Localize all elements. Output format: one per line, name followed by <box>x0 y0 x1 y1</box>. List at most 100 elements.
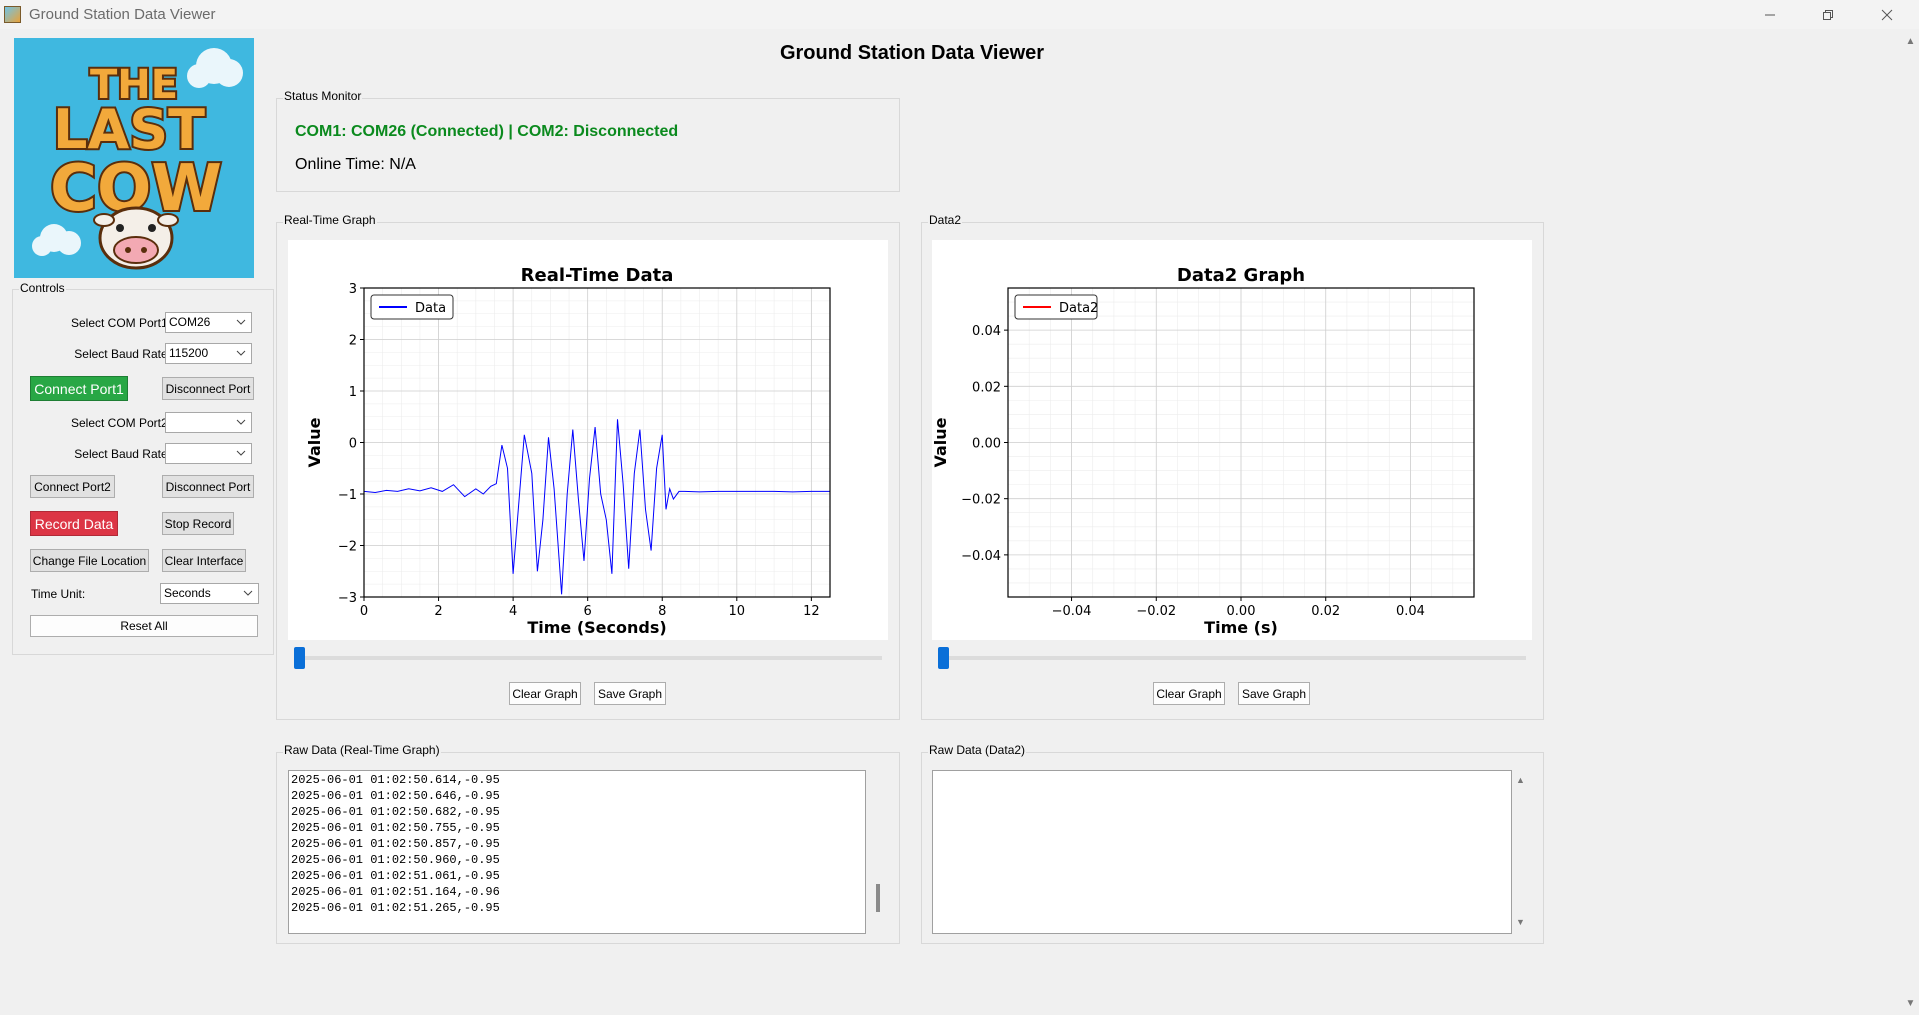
svg-text:LAST: LAST <box>53 98 205 161</box>
realtime-slider-track[interactable] <box>294 656 882 660</box>
raw-data-group <box>276 752 900 944</box>
realtime-graph-group <box>276 222 900 720</box>
plot-frame <box>1007 287 1475 598</box>
com-port1-value: COM26 <box>169 315 211 329</box>
time-unit-label: Time Unit: <box>31 587 86 601</box>
raw-data2-label: Raw Data (Data2) <box>928 743 1027 757</box>
legend-label: Data <box>415 301 446 316</box>
scroll-up-arrow-icon[interactable]: ▲ <box>1905 36 1916 47</box>
x-tick-label: 0.04 <box>1396 604 1425 619</box>
change-file-location-button[interactable]: Change File Location <box>30 549 149 572</box>
restore-icon <box>1823 9 1833 20</box>
disconnect-port1-button[interactable]: Disconnect Port <box>162 377 254 400</box>
window-scrollbar[interactable]: ▲ ▼ <box>1902 29 1919 1015</box>
status-monitor-group <box>276 98 900 192</box>
x-tick-label: 0.02 <box>1311 604 1340 619</box>
status-monitor-label: Status Monitor <box>283 89 363 103</box>
raw-data-textarea[interactable]: 2025-06-01 01:02:50.614,-0.95 2025-06-01 … <box>288 770 866 934</box>
raw-data-line: 2025-06-01 01:02:51.164,-0.96 <box>291 885 500 899</box>
scroll-down-arrow-icon[interactable]: ▼ <box>1905 998 1916 1009</box>
clear-graph2-button[interactable]: Clear Graph <box>1153 682 1225 705</box>
scroll-down-icon[interactable]: ▼ <box>1516 917 1525 927</box>
x-tick-label: 6 <box>584 604 592 619</box>
baud1-select[interactable]: 115200 <box>165 343 252 364</box>
legend-box <box>370 294 454 320</box>
baud2-select[interactable] <box>165 443 252 464</box>
minimize-icon <box>1765 14 1775 15</box>
raw-data-line: 2025-06-01 01:02:50.857,-0.95 <box>291 837 500 851</box>
x-axis-label: Time (Seconds) <box>527 618 666 637</box>
y-axis-label: Value <box>305 417 324 467</box>
grid <box>363 287 831 598</box>
scroll-up-icon[interactable]: ▲ <box>1516 775 1525 785</box>
raw-data2-group <box>921 752 1544 944</box>
x-tick-label: 12 <box>803 604 820 619</box>
raw-data-line: 2025-06-01 01:02:50.646,-0.95 <box>291 789 500 803</box>
raw-data-scroll-thumb[interactable] <box>876 884 880 912</box>
data2-slider-track[interactable] <box>938 656 1526 660</box>
y-tick-label: −2 <box>338 540 357 555</box>
y-tick-label: −1 <box>338 488 357 503</box>
connect-port2-button[interactable]: Connect Port2 <box>30 475 115 498</box>
com-port2-select[interactable] <box>165 412 252 433</box>
data2-graph-label: Data2 <box>928 213 963 227</box>
close-button[interactable] <box>1862 0 1912 29</box>
raw-data-line: 2025-06-01 01:02:50.614,-0.95 <box>291 773 500 787</box>
minimize-button[interactable] <box>1745 0 1795 29</box>
legend: Data <box>370 294 454 320</box>
realtime-graph-label: Real-Time Graph <box>283 213 377 227</box>
window-title: Ground Station Data Viewer <box>29 6 216 23</box>
clear-interface-button[interactable]: Clear Interface <box>162 549 246 572</box>
x-tick-label: −0.04 <box>1052 604 1092 619</box>
save-graph2-button[interactable]: Save Graph <box>1238 682 1310 705</box>
chevron-down-icon <box>236 319 246 325</box>
series-line-0 <box>363 419 830 595</box>
x-tick-label: 8 <box>658 604 666 619</box>
cow-logo-icon: THE LAST COW <box>14 38 254 278</box>
connect-port1-button[interactable]: Connect Port1 <box>30 376 128 401</box>
com-port1-label: Select COM Port1: <box>70 316 171 330</box>
close-icon <box>1881 9 1893 20</box>
y-tick-label: −0.04 <box>961 549 1001 564</box>
raw-data2-textarea[interactable] <box>932 770 1512 934</box>
x-tick-label: 10 <box>729 604 746 619</box>
y-tick-label: 0.02 <box>972 380 1001 395</box>
com-port1-select[interactable]: COM26 <box>165 312 252 333</box>
stop-record-button[interactable]: Stop Record <box>162 512 234 535</box>
raw-data-line: 2025-06-01 01:02:50.682,-0.95 <box>291 805 500 819</box>
realtime-slider-thumb[interactable] <box>294 647 305 669</box>
data2-plot-area: −0.04 −0.02 0.00 0.02 0.04 0.04 0.02 0.00 −0.02 −… <box>931 240 1532 640</box>
record-data-button[interactable]: Record Data <box>30 511 118 536</box>
y-tick-label: 3 <box>349 282 357 297</box>
disconnect-port2-button[interactable]: Disconnect Port <box>162 475 254 498</box>
controls-group-label: Controls <box>19 281 66 295</box>
y-tick-label: 0.00 <box>972 437 1001 452</box>
save-graph-button[interactable]: Save Graph <box>594 682 666 705</box>
reset-all-button[interactable]: Reset All <box>30 615 258 637</box>
baud1-label: Select Baud Rate: <box>74 347 171 361</box>
x-tick-label: −0.02 <box>1136 604 1176 619</box>
realtime-plot-area: 0 2 4 6 8 10 12 3 2 1 0 −1 −2 −3 Real-Time Data Time (S… <box>288 240 888 640</box>
y-tick-label: 0 <box>349 437 357 452</box>
y-axis-label: Value <box>932 417 950 467</box>
time-unit-value: Seconds <box>164 586 211 600</box>
raw-data-label: Raw Data (Real-Time Graph) <box>283 743 441 757</box>
legend-label: Data2 <box>1059 301 1098 316</box>
app-icon <box>4 6 21 23</box>
x-axis-label: Time (s) <box>1204 618 1278 637</box>
online-time-text: Online Time: N/A <box>295 156 416 173</box>
data2-slider-thumb[interactable] <box>938 647 949 669</box>
svg-text:THE: THE <box>90 62 178 108</box>
x-tick-label: 0.00 <box>1227 604 1256 619</box>
grid <box>1007 287 1475 598</box>
data2-chart: −0.04 −0.02 0.00 0.02 0.04 0.04 0.02 0.00 −0.02 −… <box>931 265 1475 637</box>
time-unit-select[interactable]: Seconds <box>160 583 259 604</box>
y-tick-label: 0.04 <box>972 324 1001 339</box>
y-tick-label: 1 <box>349 385 357 400</box>
restore-button[interactable] <box>1803 0 1853 29</box>
connection-status-text: COM1: COM26 (Connected) | COM2: Disconne… <box>295 123 679 140</box>
legend-box <box>1014 294 1098 320</box>
clear-graph-button[interactable]: Clear Graph <box>509 682 581 705</box>
x-tick-label: 2 <box>434 604 442 619</box>
